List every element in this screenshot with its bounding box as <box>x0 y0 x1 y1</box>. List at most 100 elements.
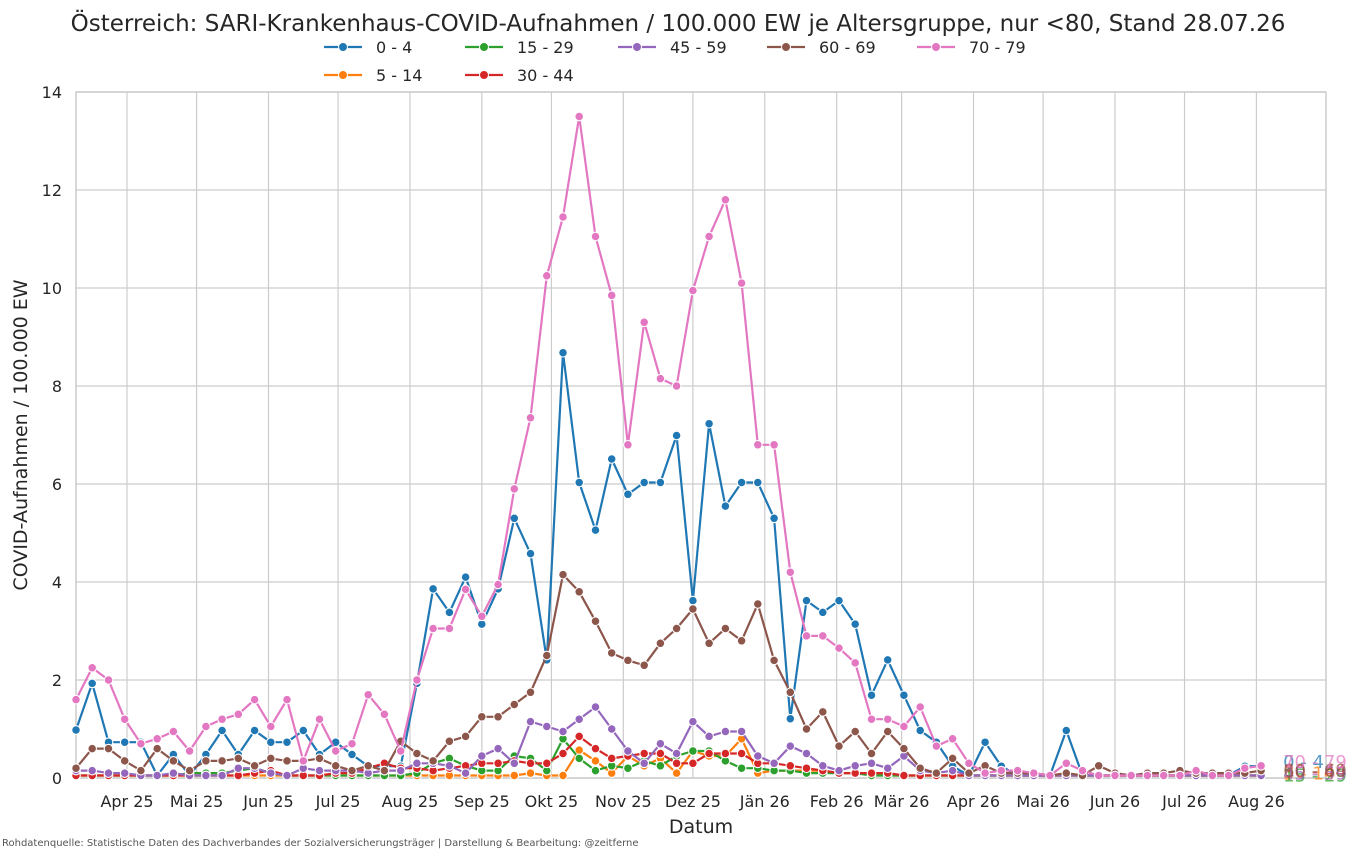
data-point <box>493 743 503 754</box>
data-point <box>720 623 731 634</box>
data-point <box>265 768 276 778</box>
data-point <box>850 658 861 668</box>
y-tick-label: 2 <box>52 671 62 690</box>
data-point <box>882 763 893 774</box>
data-point <box>785 760 796 771</box>
data-point <box>541 270 552 281</box>
data-point <box>606 753 617 764</box>
data-point <box>509 758 520 769</box>
data-point <box>931 768 942 778</box>
x-tick-label: Jul 25 <box>315 792 361 811</box>
x-tick-label: Jun 25 <box>242 792 293 811</box>
data-point <box>71 725 81 735</box>
data-point <box>834 643 844 653</box>
data-point <box>574 731 585 742</box>
data-point <box>590 231 601 242</box>
x-tick-label: Apr 25 <box>100 792 153 811</box>
data-point <box>217 756 227 766</box>
data-point <box>688 716 698 727</box>
data-point <box>671 768 682 778</box>
data-point <box>671 623 682 634</box>
data-point <box>866 768 877 778</box>
data-point <box>882 726 893 737</box>
data-point <box>899 770 909 781</box>
data-point <box>882 655 893 665</box>
data-point <box>347 765 357 776</box>
data-point <box>606 724 617 734</box>
data-point <box>931 741 942 751</box>
data-point <box>136 738 146 749</box>
data-point <box>671 381 682 391</box>
series-70-79 <box>71 111 1266 781</box>
data-point <box>428 623 438 634</box>
data-point <box>509 770 520 781</box>
data-point <box>363 689 374 700</box>
legend-swatch-marker <box>632 42 642 52</box>
data-point <box>655 638 666 649</box>
data-point <box>899 690 909 701</box>
data-point <box>1239 763 1250 774</box>
data-point <box>655 760 666 771</box>
data-point <box>444 736 455 747</box>
data-point <box>282 756 292 766</box>
legend-swatch-marker <box>338 42 348 52</box>
data-point <box>558 212 568 222</box>
data-point <box>184 746 195 756</box>
data-point <box>201 756 211 766</box>
data-point <box>947 753 958 764</box>
x-tick-label: Jän 26 <box>739 792 790 811</box>
data-point <box>476 711 487 722</box>
data-point <box>558 770 568 781</box>
data-point <box>915 725 926 736</box>
data-point <box>704 731 714 742</box>
plot-area <box>75 91 1327 779</box>
legend-swatch-marker <box>338 70 348 80</box>
data-point <box>720 501 731 511</box>
data-point <box>1142 770 1153 781</box>
data-point <box>688 595 698 606</box>
data-point <box>574 111 585 122</box>
data-point <box>265 737 276 748</box>
data-point <box>233 709 244 720</box>
x-tick-label: Aug 26 <box>1228 792 1285 811</box>
data-point <box>201 770 211 781</box>
data-point <box>720 194 731 205</box>
data-point <box>152 770 163 781</box>
data-point <box>606 648 617 658</box>
data-point <box>1028 768 1039 778</box>
data-point <box>947 733 958 744</box>
data-point <box>71 694 81 705</box>
series-end-label: 60 - 69 <box>1283 761 1347 782</box>
data-point <box>671 748 682 759</box>
data-point <box>1093 770 1104 781</box>
series-group <box>71 111 1266 781</box>
data-point <box>688 604 698 614</box>
data-point <box>136 765 146 776</box>
data-point <box>834 741 844 751</box>
x-tick-label: Feb 26 <box>810 792 864 811</box>
data-point <box>330 760 341 771</box>
data-point <box>850 726 861 737</box>
data-point <box>103 743 114 754</box>
legend-label: 70 - 79 <box>969 38 1026 57</box>
data-point <box>282 737 292 748</box>
y-axis-label: COVID-Aufnahmen / 100.000 EW <box>10 279 32 590</box>
legend-label: 60 - 69 <box>819 38 876 57</box>
data-point <box>249 694 260 705</box>
data-point <box>282 694 292 705</box>
data-point <box>1207 770 1218 781</box>
data-point <box>882 714 893 725</box>
legend-swatch-marker <box>479 70 489 80</box>
data-point <box>688 746 698 756</box>
data-point <box>541 650 552 661</box>
data-point <box>347 749 357 760</box>
legend-swatch-marker <box>479 42 489 52</box>
data-point <box>314 753 325 764</box>
data-point <box>639 748 650 759</box>
y-tick-label: 8 <box>52 377 62 396</box>
data-point <box>87 662 98 673</box>
data-point <box>265 721 276 732</box>
data-point <box>1061 725 1072 736</box>
data-point <box>1110 770 1120 781</box>
data-point <box>184 765 195 776</box>
